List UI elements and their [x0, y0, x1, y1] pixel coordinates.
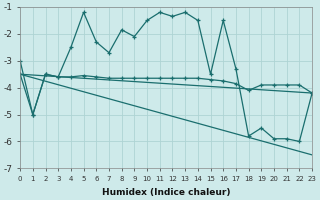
X-axis label: Humidex (Indice chaleur): Humidex (Indice chaleur) [102, 188, 230, 197]
